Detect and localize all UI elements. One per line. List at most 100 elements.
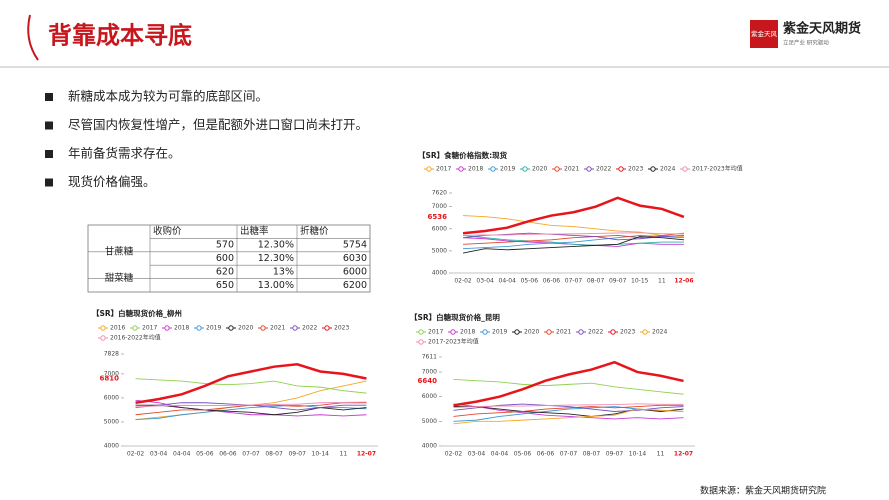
legend-dot <box>164 325 170 331</box>
x-tick-label: 11 <box>658 278 666 285</box>
legend-label: 2017 <box>428 329 443 336</box>
legend-label: 2018 <box>468 166 483 173</box>
chart-title: 【SR】食糖价格指数:现货 <box>418 150 508 160</box>
series-line <box>453 403 684 420</box>
legend-dot <box>228 325 234 331</box>
legend-dot <box>324 325 330 331</box>
x-tick-label: 04-04 <box>491 451 509 458</box>
table-cell: 5754 <box>343 240 367 251</box>
x-tick-label: 06-06 <box>537 451 555 458</box>
x-tick-label: 12-06 <box>674 278 693 285</box>
legend-label: 2017 <box>142 325 157 332</box>
x-tick-label: 05-06 <box>514 451 532 458</box>
current-value-label: 6810 <box>100 374 120 382</box>
legend-dot <box>682 166 688 172</box>
legend-label: 2018 <box>174 325 189 332</box>
series-line <box>462 236 684 254</box>
legend-label: 2019 <box>500 166 515 173</box>
legend-label: 2022 <box>588 329 603 336</box>
logo-mark: 紫金天风 <box>751 29 778 38</box>
legend-dot <box>618 166 624 172</box>
legend-label: 2017-2023年均值 <box>692 165 743 173</box>
x-tick-label: 05-06 <box>521 278 539 285</box>
y-tick-label: 4000 <box>432 270 447 277</box>
logo-name: 紫金天风期货 <box>783 21 861 37</box>
logo-box <box>750 20 778 48</box>
x-tick-label: 09-07 <box>609 278 627 285</box>
series-line <box>463 234 684 250</box>
x-tick-label: 07-07 <box>560 451 578 458</box>
series-line <box>463 232 684 236</box>
y-tick-label: 6000 <box>422 393 437 400</box>
x-tick-label: 04-04 <box>499 278 517 285</box>
bullet-text: 现货价格偏强。 <box>68 174 156 189</box>
series-line <box>453 404 684 417</box>
series-line <box>135 363 367 404</box>
legend-dot <box>418 329 424 335</box>
table-cell: 12.30% <box>258 253 294 264</box>
x-tick-label: 03-04 <box>476 278 494 285</box>
x-tick-label: 02-02 <box>454 278 472 285</box>
logo-slogan: 立足产业 研究驱动 <box>783 39 829 47</box>
legend-label: 2018 <box>460 329 475 336</box>
legend-dot <box>418 339 424 345</box>
series-line <box>135 404 367 416</box>
x-tick-label: 08-07 <box>265 451 283 458</box>
legend-dot <box>490 166 496 172</box>
bullet-icon <box>45 150 53 158</box>
legend-label: 2020 <box>524 329 539 336</box>
table-cell: 6000 <box>343 266 367 277</box>
series-line <box>453 360 684 407</box>
legend-label: 2016 <box>110 325 125 332</box>
legend-label: 2023 <box>620 329 635 336</box>
series-line <box>462 196 685 235</box>
table-header: 折糖价 <box>300 225 329 237</box>
legend-label: 2019 <box>492 329 507 336</box>
y-tick-label: 5000 <box>422 418 437 425</box>
x-tick-label: 10-14 <box>629 451 647 458</box>
legend-dot <box>514 329 520 335</box>
table-cell: 13% <box>273 266 294 277</box>
legend-label: 2016-2022年均值 <box>110 334 161 342</box>
legend-dot <box>100 325 106 331</box>
legend-dot <box>132 325 138 331</box>
legend-dot <box>482 329 488 335</box>
table-cell: 650 <box>216 280 234 291</box>
legend-dot <box>292 325 298 331</box>
legend-label: 2023 <box>334 325 349 332</box>
x-tick-label: 11 <box>657 451 665 458</box>
current-value-label: 6640 <box>418 377 438 385</box>
series-line <box>453 408 684 425</box>
current-value-label: 6536 <box>428 213 448 221</box>
legend-dot <box>522 166 528 172</box>
y-tick-label: 5000 <box>104 418 119 425</box>
legend-dot <box>426 166 432 172</box>
series-line <box>453 403 684 409</box>
accent <box>27 14 39 61</box>
legend-dot <box>610 329 616 335</box>
y-tick-label: 4000 <box>104 443 119 450</box>
x-tick-label: 09-07 <box>288 451 306 458</box>
x-tick-label: 03-04 <box>150 451 168 458</box>
title: 背靠成本寻底 <box>48 22 192 50</box>
legend-dot <box>642 329 648 335</box>
legend-dot <box>260 325 266 331</box>
y-tick-label: 7620 <box>432 190 447 197</box>
y-tick-label: 7000 <box>104 370 119 377</box>
y-tick-label: 7000 <box>432 203 447 210</box>
y-tick-label: 6000 <box>104 394 119 401</box>
x-tick-label: 07-07 <box>242 451 260 458</box>
series-line <box>135 380 367 421</box>
series-line <box>135 401 367 408</box>
y-tick-label: 7611 <box>422 354 437 361</box>
table-cell: 570 <box>216 240 234 251</box>
table-cell: 6030 <box>343 253 367 264</box>
table-header: 出糖率 <box>240 225 269 237</box>
x-tick-label: 11 <box>340 451 348 458</box>
bullet-text: 年前备货需求存在。 <box>68 146 181 161</box>
table-cell: 600 <box>216 253 234 264</box>
legend-label: 2021 <box>556 329 571 336</box>
legend-label: 2023 <box>628 166 643 173</box>
legend-dot <box>546 329 552 335</box>
